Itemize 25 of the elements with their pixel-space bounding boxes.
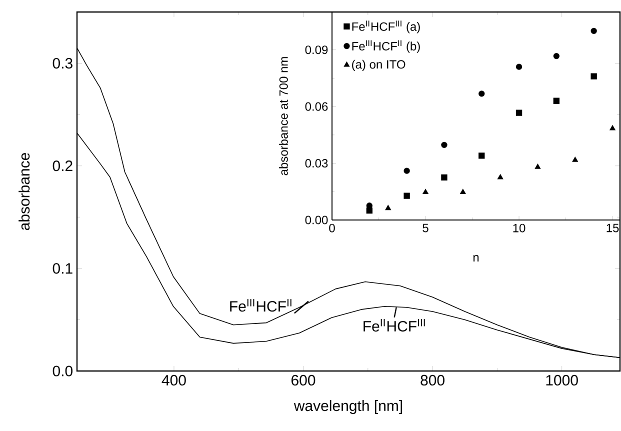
annotation: Fe$^{III}$HCF$^{II}$ [230, 299, 292, 312]
x-axis-title: wavelength [nm] [294, 400, 402, 414]
y-axis-title: absorbance at 700 nm [279, 57, 288, 176]
y-tick-label: 0.2 [52, 160, 72, 172]
x-tick-label: 1000 [546, 374, 578, 386]
x-tick-label: 400 [162, 374, 186, 386]
x-axis-title: n [473, 255, 479, 262]
legend-label: (a) on ITO [352, 60, 406, 72]
x-tick-label: 15 [606, 224, 619, 232]
x-tick-label: 5 [422, 224, 428, 232]
x-tick-label: 600 [292, 374, 316, 386]
x-tick-label: 800 [420, 374, 444, 386]
legend-label: Fe$^{III}$HCF$^{II}$ (b) [352, 40, 420, 53]
y-tick-label: 0.3 [52, 58, 72, 69]
y-tick-label: 0.09 [305, 46, 328, 54]
x-tick-label: 0 [329, 224, 335, 232]
y-axis-title: absorbance [18, 152, 30, 230]
y-tick-label: 0.03 [305, 159, 328, 168]
y-tick-label: 0.1 [52, 263, 72, 274]
annotation: Fe$^{II}$HCF$^{III}$ [364, 319, 425, 332]
y-tick-label: 0.0 [52, 366, 72, 376]
legend-label: Fe$^{II}$HCF$^{III}$ (a) [352, 20, 420, 34]
y-tick-label: 0.06 [305, 102, 328, 111]
y-tick-label: 0.00 [305, 216, 328, 224]
x-tick-label: 10 [513, 224, 526, 232]
